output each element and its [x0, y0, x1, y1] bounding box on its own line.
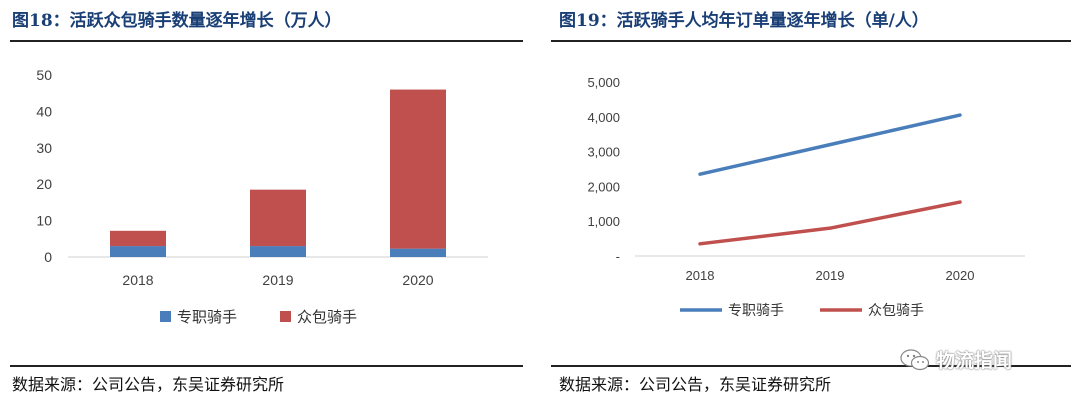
left-figure-title: 图18：活跃众包骑手数量逐年增长（万人） [12, 11, 342, 31]
legend-swatch [280, 311, 291, 322]
left-top-rule [10, 40, 523, 42]
legend-label: 众包骑手 [868, 303, 924, 319]
watermark: 物流指闻 [900, 346, 1012, 373]
bar-segment-crowdsource [250, 189, 306, 247]
x-tick-label: 2020 [946, 268, 975, 283]
right-top-rule [551, 40, 1071, 42]
x-tick-label: 2018 [122, 272, 153, 288]
bar-segment-fulltime [110, 246, 166, 257]
line-series-crowdsource [698, 200, 962, 246]
y-tick-label: 30 [36, 140, 52, 156]
bar-segment-crowdsource [110, 230, 166, 247]
bar-segment-fulltime [250, 246, 306, 257]
legend-label: 众包骑手 [297, 308, 357, 326]
right-bottom-rule [551, 365, 1071, 367]
right-source-note: 数据来源：公司公告，东吴证券研究所 [559, 375, 832, 394]
right-figure-title: 图19：活跃骑手人均年订单量逐年增长（单/人） [559, 11, 929, 31]
x-tick-label: 2018 [686, 268, 715, 283]
y-tick-label: 4,000 [587, 110, 620, 125]
y-tick-label: - [616, 249, 620, 264]
y-tick-label: 3,000 [587, 145, 620, 160]
x-tick-label: 2019 [816, 268, 845, 283]
y-tick-label: 2,000 [587, 179, 620, 194]
y-tick-label: 50 [36, 67, 52, 83]
y-tick-label: 1,000 [587, 214, 620, 229]
left-figure-panel: 图18：活跃众包骑手数量逐年增长（万人） 0 10 20 30 40 50 2018 2019… [0, 0, 530, 410]
left-stacked-bar-chart: 0 10 20 30 40 50 2018 2019 2020 专职骑手 众包骑手 [36, 67, 488, 326]
y-tick-label: 40 [36, 103, 52, 119]
y-tick-label: 10 [36, 213, 52, 229]
legend-label: 专职骑手 [728, 303, 784, 319]
legend-swatch [160, 311, 171, 322]
bar-segment-fulltime [390, 248, 446, 257]
right-line-chart: - 1,000 2,000 3,000 4,000 5,000 2018 2019 2020 专职… [587, 75, 1025, 319]
wechat-icon [900, 348, 930, 370]
x-tick-label: 2019 [262, 272, 293, 288]
x-tick-label: 2020 [402, 272, 433, 288]
left-bottom-rule [10, 365, 523, 367]
y-tick-label: 0 [44, 249, 52, 265]
y-tick-label: 20 [36, 176, 52, 192]
right-figure-panel: 图19：活跃骑手人均年订单量逐年增长（单/人） - 1,000 2,000 3,000… [547, 0, 1080, 410]
y-tick-label: 5,000 [587, 75, 620, 90]
bar-segment-crowdsource [390, 89, 446, 249]
left-source-note: 数据来源：公司公告，东吴证券研究所 [12, 375, 285, 394]
legend-label: 专职骑手 [177, 308, 237, 326]
watermark-text: 物流指闻 [936, 350, 1013, 372]
